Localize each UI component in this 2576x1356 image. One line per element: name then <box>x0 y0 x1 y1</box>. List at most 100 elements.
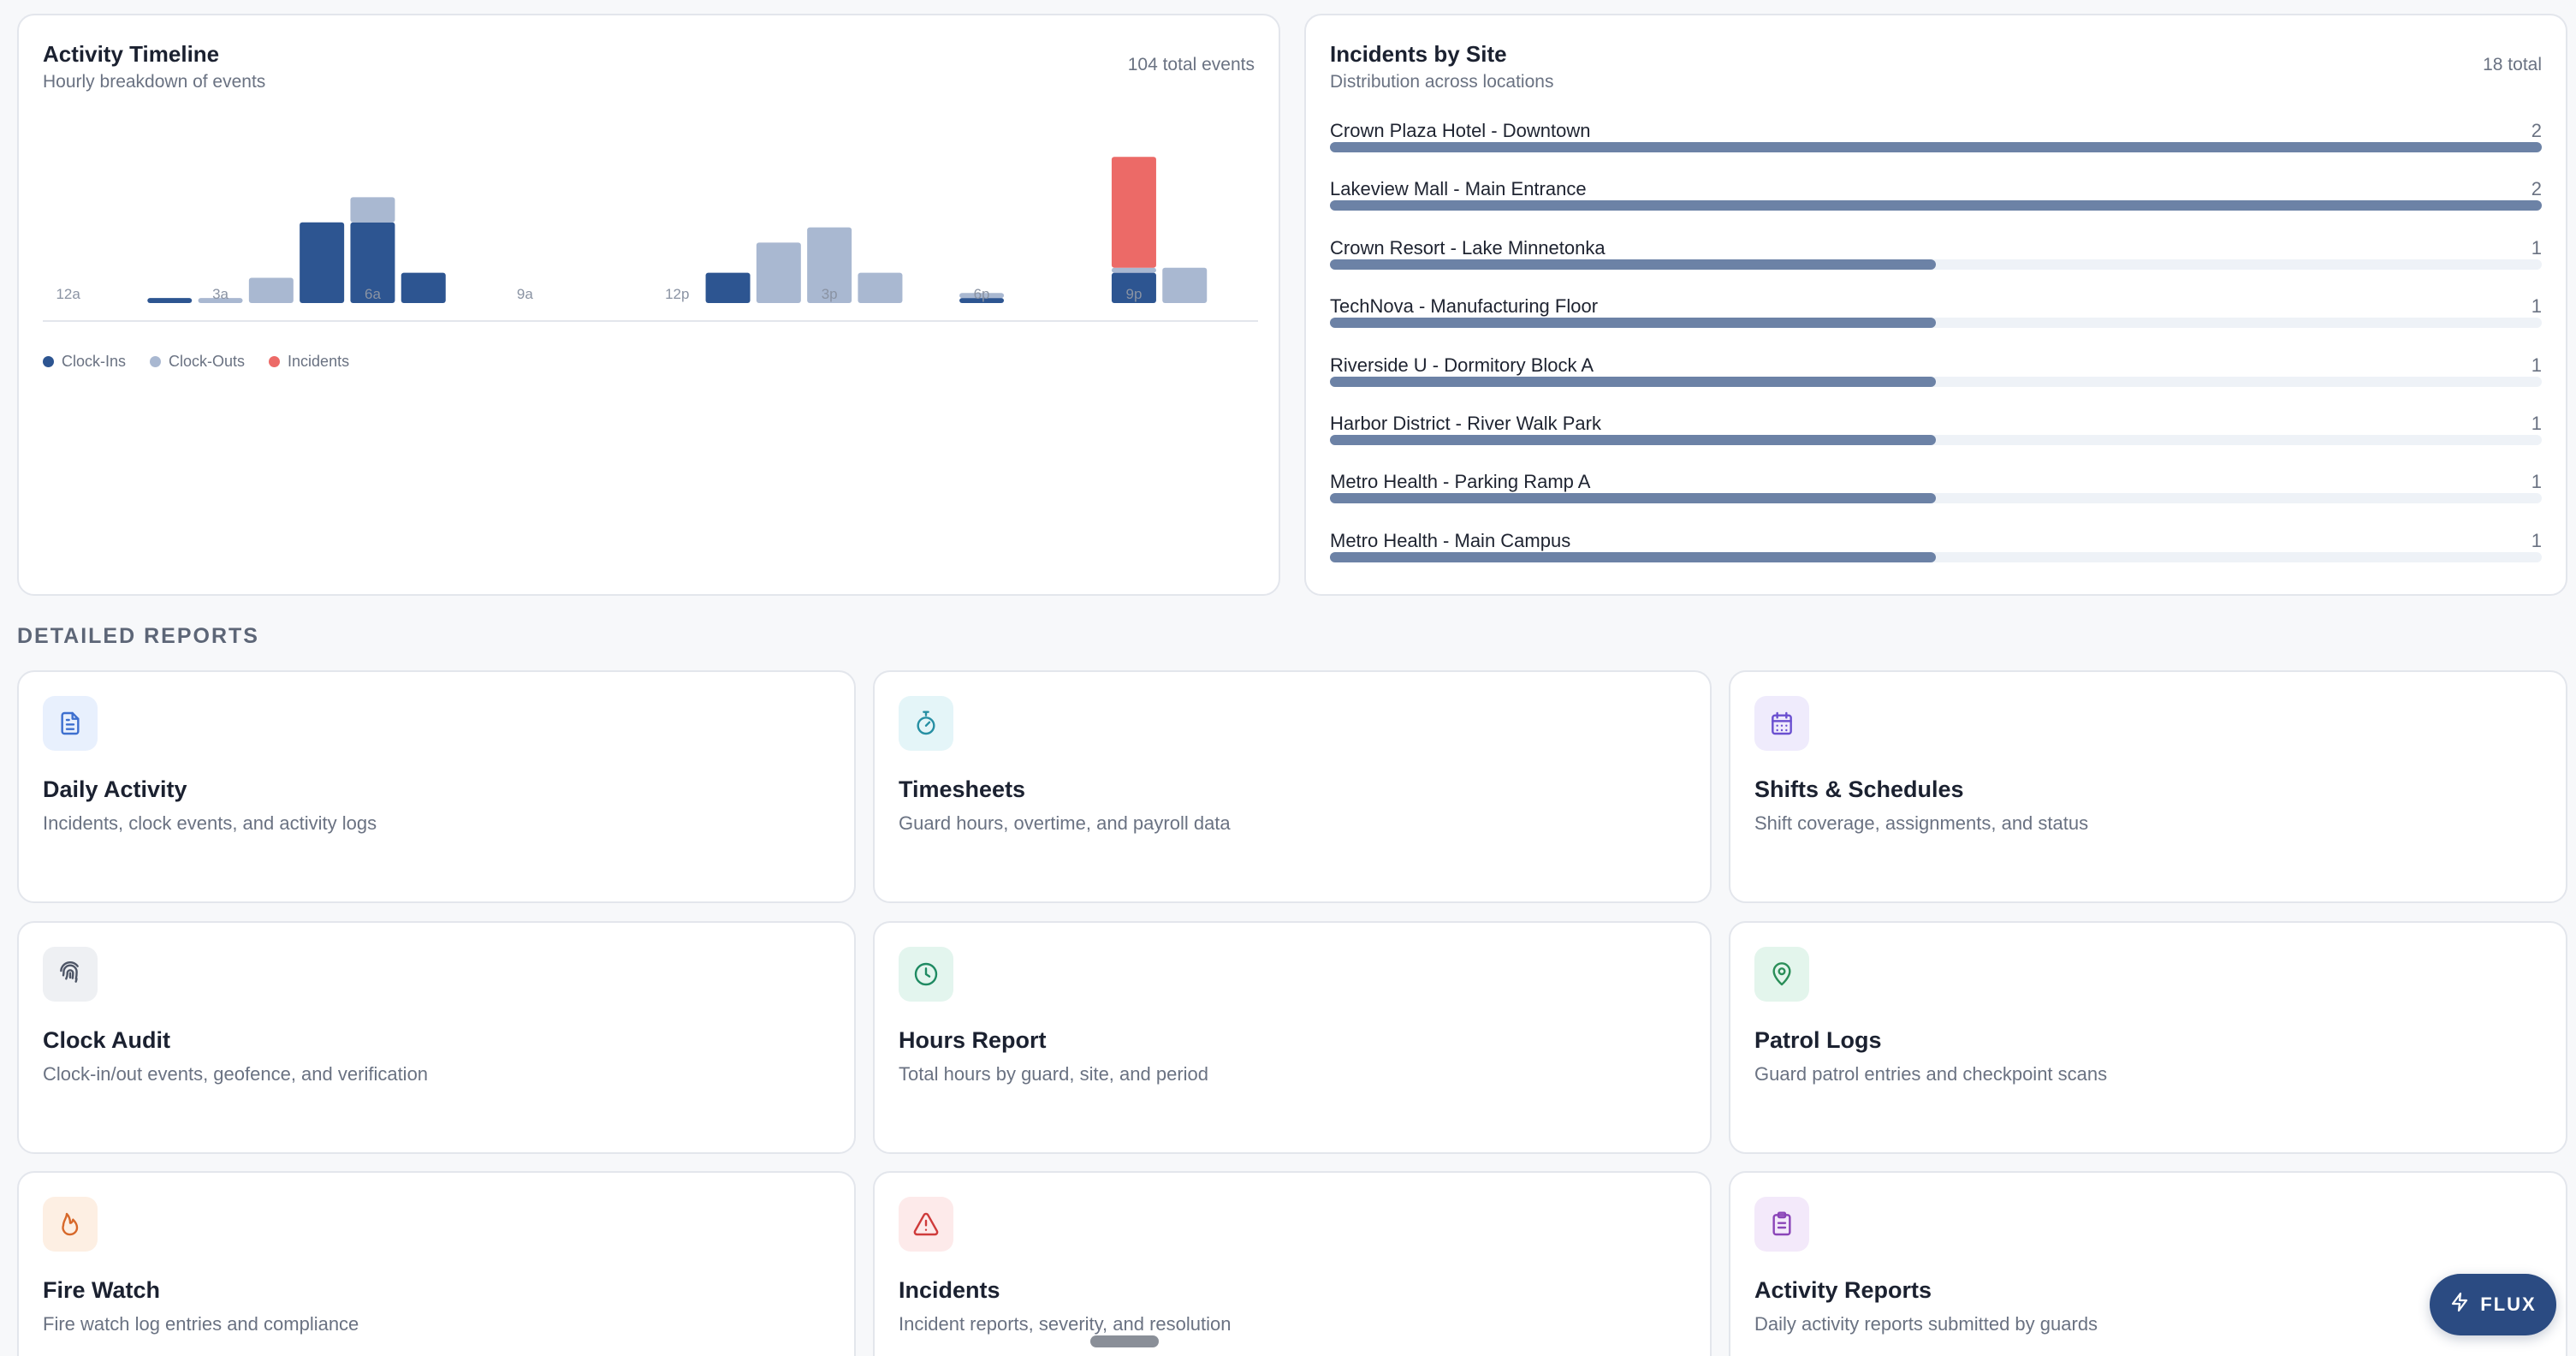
site-progress-fill <box>1330 551 1936 562</box>
site-name: Metro Health - Main Campus <box>1330 529 1571 551</box>
site-row: Crown Plaza Hotel - Downtown 2 <box>1330 120 2542 171</box>
legend-dot <box>269 356 281 367</box>
legend-item-clock-ins: Clock-Ins <box>43 353 126 371</box>
report-description: Guard patrol entries and checkpoint scan… <box>1754 1063 2108 1085</box>
site-progress-fill <box>1330 259 1936 270</box>
site-name: Harbor District - River Walk Park <box>1330 413 1601 434</box>
site-name: Crown Plaza Hotel - Downtown <box>1330 120 1591 141</box>
bar-clock-outs-4 <box>248 277 294 303</box>
alert-triangle-icon <box>899 1197 953 1252</box>
site-progress-track <box>1330 376 2542 387</box>
clipboard-icon <box>1754 1197 1809 1252</box>
x-tick-label: 9p <box>1125 286 1142 302</box>
clock-icon <box>899 947 953 1002</box>
report-title: Fire Watch <box>43 1277 161 1303</box>
site-progress-fill <box>1330 376 1936 387</box>
site-count: 2 <box>2531 178 2542 200</box>
x-tick-label: 6p <box>974 286 990 302</box>
report-title: Incidents <box>899 1277 1000 1303</box>
x-tick-label: 12p <box>665 286 689 302</box>
bar-clock-outs-21 <box>1111 267 1156 273</box>
bar-clock-outs-6 <box>350 197 395 223</box>
section-label-detailed-reports: DETAILED REPORTS <box>17 624 259 648</box>
site-progress-fill <box>1330 318 1936 329</box>
bar-clock-outs-22 <box>1162 267 1208 303</box>
site-row: Riverside U - Dormitory Block A 1 <box>1330 354 2542 406</box>
report-card-patrol-logs[interactable]: Patrol Logs Guard patrol entries and chec… <box>1729 921 2567 1154</box>
map-pin-icon <box>1754 947 1809 1002</box>
report-card-incidents[interactable]: Incidents Incident reports, severity, and… <box>873 1171 1712 1356</box>
report-title: Clock Audit <box>43 1027 171 1053</box>
report-card-fire-watch[interactable]: Fire Watch Fire watch log entries and com… <box>17 1171 856 1356</box>
site-progress-track <box>1330 259 2542 270</box>
report-card-daily-activity[interactable]: Daily Activity Incidents, clock events, a… <box>17 670 856 903</box>
legend-dot <box>43 356 54 367</box>
x-tick-label: 12a <box>56 286 80 302</box>
legend-label: Clock-Ins <box>62 353 127 370</box>
bar-clock-outs-18 <box>959 293 1005 299</box>
site-row: Metro Health - Parking Ramp A 1 <box>1330 471 2542 522</box>
activity-timeline-card: Activity Timeline Hourly breakdown of ev… <box>17 14 1280 596</box>
bar-clock-ins-13 <box>705 272 751 303</box>
legend-label: Incidents <box>288 353 350 370</box>
site-progress-track <box>1330 435 2542 445</box>
site-row: Harbor District - River Walk Park 1 <box>1330 413 2542 464</box>
site-name: Riverside U - Dormitory Block A <box>1330 354 1594 376</box>
site-progress-fill <box>1330 142 2542 152</box>
bar-clock-outs-16 <box>858 272 903 303</box>
incidents-by-site-title: Incidents by Site <box>1330 41 1507 67</box>
site-count: 2 <box>2531 120 2542 141</box>
report-title: Hours Report <box>899 1027 1047 1053</box>
site-name: Lakeview Mall - Main Entrance <box>1330 178 1587 200</box>
report-title: Activity Reports <box>1754 1277 1932 1303</box>
bar-clock-ins-21 <box>1111 272 1156 303</box>
bar-incidents-21 <box>1111 157 1156 268</box>
site-progress-track <box>1330 142 2542 152</box>
report-description: Incidents, clock events, and activity lo… <box>43 812 377 834</box>
flame-icon <box>43 1197 98 1252</box>
report-description: Incident reports, severity, and resoluti… <box>899 1313 1232 1335</box>
report-title: Patrol Logs <box>1754 1027 1882 1053</box>
bar-clock-ins-5 <box>300 222 345 303</box>
report-description: Guard hours, overtime, and payroll data <box>899 812 1231 834</box>
site-progress-fill <box>1330 200 2542 211</box>
report-card-clock-audit[interactable]: Clock Audit Clock-in/out events, geofence… <box>17 921 856 1154</box>
report-description: Fire watch log entries and compliance <box>43 1313 359 1335</box>
site-count: 1 <box>2531 295 2542 318</box>
site-name: Metro Health - Parking Ramp A <box>1330 471 1591 493</box>
report-card-timesheets[interactable]: Timesheets Guard hours, overtime, and pay… <box>873 670 1712 903</box>
scroll-handle[interactable] <box>1090 1335 1159 1347</box>
report-title: Shifts & Schedules <box>1754 776 1964 802</box>
site-name: TechNova - Manufacturing Floor <box>1330 295 1599 318</box>
flux-button[interactable]: FLUX <box>2430 1274 2556 1335</box>
report-description: Daily activity reports submitted by guar… <box>1754 1313 2098 1335</box>
activity-timeline-chart: 12a 3a 6a 9a 12p 3p 6p 9p <box>43 157 1258 322</box>
legend-item-incidents: Incidents <box>269 353 349 371</box>
site-progress-fill <box>1330 435 1936 445</box>
site-row: Lakeview Mall - Main Entrance 2 <box>1330 178 2542 229</box>
incidents-by-site-total: 18 total <box>2483 55 2542 74</box>
site-row: Crown Resort - Lake Minnetonka 1 <box>1330 237 2542 288</box>
site-name: Crown Resort - Lake Minnetonka <box>1330 236 1606 259</box>
site-count: 1 <box>2531 529 2542 551</box>
site-count: 1 <box>2531 354 2542 376</box>
bar-clock-outs-14 <box>756 242 801 303</box>
report-card-activity-reports[interactable]: Activity Reports Daily activity reports s… <box>1729 1171 2567 1356</box>
activity-timeline-total: 104 total events <box>1127 55 1255 74</box>
incidents-by-site-subtitle: Distribution across locations <box>1330 72 1554 92</box>
site-count: 1 <box>2531 413 2542 434</box>
flux-button-label: FLUX <box>2480 1294 2537 1315</box>
x-tick-label: 9a <box>517 286 533 302</box>
lightning-icon <box>2449 1292 2470 1317</box>
fingerprint-icon <box>43 947 98 1002</box>
activity-timeline-title: Activity Timeline <box>43 41 220 67</box>
report-title: Timesheets <box>899 776 1026 802</box>
incidents-by-site-card: Incidents by Site Distribution across lo… <box>1304 14 2567 596</box>
site-progress-track <box>1330 318 2542 329</box>
report-card-hours-report[interactable]: Hours Report Total hours by guard, site, … <box>873 921 1712 1154</box>
site-row: Metro Health - Main Campus 1 <box>1330 530 2542 581</box>
report-card-shifts-schedules[interactable]: Shifts & Schedules Shift coverage, assign… <box>1729 670 2567 903</box>
bar-clock-outs-3 <box>198 298 243 303</box>
x-tick-label: 6a <box>365 286 381 302</box>
bar-clock-ins-2 <box>147 298 193 303</box>
